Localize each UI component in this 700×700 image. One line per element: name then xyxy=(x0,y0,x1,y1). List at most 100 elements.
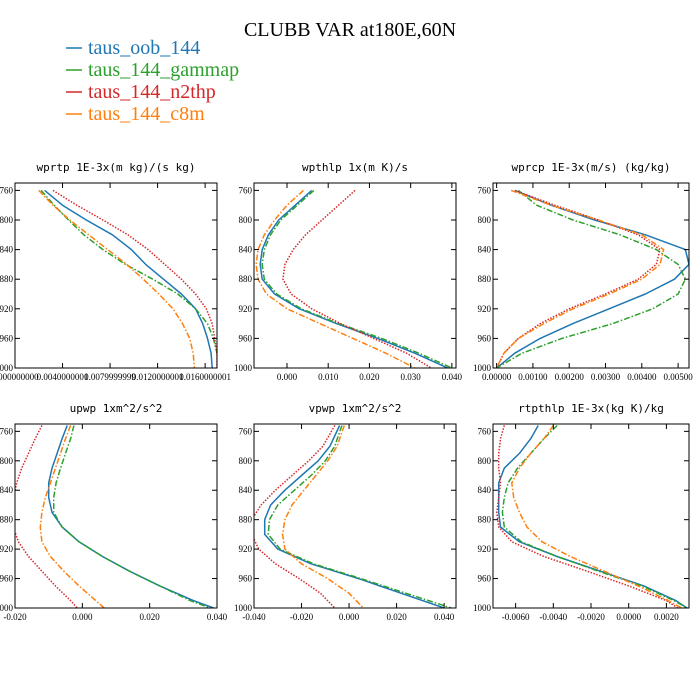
series-line xyxy=(39,425,105,608)
y-tick-label: 960 xyxy=(0,574,14,584)
series-line xyxy=(496,425,679,608)
x-tick-label: 0.0040000001 xyxy=(37,372,89,382)
x-tick-label: 0.0000 xyxy=(616,612,641,622)
x-tick-label: -0.040 xyxy=(242,612,266,622)
y-tick-label: 800 xyxy=(478,215,492,225)
series-group xyxy=(254,425,452,608)
y-tick-label: 760 xyxy=(0,185,14,195)
y-tick-label: 840 xyxy=(0,485,14,495)
legend-label: taus_144_gammap xyxy=(88,59,239,81)
x-tick-label: 0.010 xyxy=(318,372,339,382)
series-line xyxy=(38,189,196,368)
y-tick-label: 840 xyxy=(239,245,253,255)
y-tick-label: 1000 xyxy=(473,603,492,613)
series-line xyxy=(52,425,211,608)
panel: wprtp 1E-3x(m kg)/(s kg) 760 800 840 880 920 9… xyxy=(0,161,231,382)
panel: wprcp 1E-3x(m/s) (kg/kg) 760 800 840 880 920 9… xyxy=(473,161,693,382)
panels: wprtp 1E-3x(m kg)/(s kg) 760 800 840 880 920 9… xyxy=(0,161,693,622)
series-group xyxy=(495,189,689,368)
panel: upwp 1xm^2/s^2 760 800 840 880 920 960 1000-0.0… xyxy=(0,402,228,622)
y-tick-label: 920 xyxy=(239,544,253,554)
plot-frame xyxy=(492,182,690,369)
y-tick-label: 840 xyxy=(478,485,492,495)
y-tick-label: 880 xyxy=(0,515,14,525)
x-tick-label: 0.020 xyxy=(359,372,380,382)
y-tick-label: 880 xyxy=(239,274,253,284)
y-tick-label: 840 xyxy=(478,245,492,255)
series-line xyxy=(254,425,336,608)
y-tick-label: 920 xyxy=(478,304,492,314)
x-tick-label: 0.020 xyxy=(140,612,161,622)
x-tick-label: 0.000000000 xyxy=(0,372,39,382)
legend-item: taus_144_gammap xyxy=(66,59,239,81)
y-tick-label: 800 xyxy=(478,456,492,466)
y-tick-label: 800 xyxy=(239,456,253,466)
x-tick-label: 0.040 xyxy=(442,372,463,382)
x-tick-label: -0.020 xyxy=(3,612,27,622)
y-tick-label: 800 xyxy=(0,215,14,225)
series-line xyxy=(259,189,449,368)
x-tick-label: 0.0160000001 xyxy=(179,372,231,382)
legend-label: taus_oob_144 xyxy=(88,37,200,59)
plot-frame xyxy=(14,182,218,369)
panel: rtpthlp 1E-3x(kg K)/kg 760 800 840 880 920 960… xyxy=(473,402,690,622)
x-tick-label: 0.000 xyxy=(339,612,360,622)
y-tick-label: 1000 xyxy=(0,363,14,373)
x-tick-label: 0.00000 xyxy=(482,372,512,382)
x-tick-label: 0.020 xyxy=(386,612,407,622)
y-tick-label: 960 xyxy=(239,333,253,343)
series-line xyxy=(15,425,78,608)
series-line xyxy=(495,189,661,368)
y-tick-label: 920 xyxy=(478,544,492,554)
panel-title: rtpthlp 1E-3x(kg K)/kg xyxy=(518,402,664,415)
series-line xyxy=(44,189,213,368)
series-line xyxy=(496,189,687,368)
legend-item: taus_144_n2thp xyxy=(66,81,216,103)
x-tick-label: -0.020 xyxy=(290,612,314,622)
legend-item: taus_144_c8m xyxy=(66,103,205,125)
y-tick-label: 760 xyxy=(0,426,14,436)
panel-title: wprtp 1E-3x(m kg)/(s kg) xyxy=(37,161,196,174)
x-tick-label: 0.030 xyxy=(401,372,422,382)
y-tick-label: 800 xyxy=(239,215,253,225)
y-tick-label: 920 xyxy=(0,544,14,554)
y-tick-label: 1000 xyxy=(473,363,492,373)
panel: wpthlp 1x(m K)/s 760 800 840 880 920 960 1000 0.… xyxy=(234,161,463,382)
panel-title: wprcp 1E-3x(m/s) (kg/kg) xyxy=(512,161,671,174)
y-tick-label: 960 xyxy=(478,333,492,343)
y-tick-label: 880 xyxy=(0,274,14,284)
series-line xyxy=(282,189,432,368)
y-tick-label: 840 xyxy=(239,485,253,495)
x-tick-label: 0.0120000001 xyxy=(132,372,184,382)
y-tick-label: 760 xyxy=(239,185,253,195)
series-line xyxy=(267,425,452,608)
y-tick-label: 1000 xyxy=(0,603,14,613)
y-tick-label: 800 xyxy=(0,456,14,466)
y-tick-label: 880 xyxy=(478,274,492,284)
series-line xyxy=(495,189,665,368)
panel-title: wpthlp 1x(m K)/s xyxy=(302,161,408,174)
x-tick-label: 0.040 xyxy=(434,612,455,622)
series-group xyxy=(15,425,214,608)
plot-frame xyxy=(253,423,457,609)
plot-frame xyxy=(253,182,457,369)
x-tick-label: -0.0020 xyxy=(577,612,605,622)
y-tick-label: 760 xyxy=(239,426,253,436)
series-line xyxy=(261,189,453,368)
legend-label: taus_144_n2thp xyxy=(88,81,216,103)
legend: taus_oob_144 taus_144_gammap taus_144_n2… xyxy=(66,37,239,125)
legend-item: taus_oob_144 xyxy=(66,37,200,59)
y-tick-label: 960 xyxy=(0,333,14,343)
x-tick-label: 0.00500 xyxy=(663,372,693,382)
panel-title: vpwp 1xm^2/s^2 xyxy=(309,402,402,415)
x-tick-label: 0.000 xyxy=(277,372,298,382)
x-tick-label: 0.0079999999 xyxy=(84,372,136,382)
x-tick-label: 0.00100 xyxy=(518,372,548,382)
series-line xyxy=(496,189,689,368)
x-tick-label: 0.00200 xyxy=(555,372,585,382)
x-tick-label: 0.0020 xyxy=(654,612,679,622)
x-tick-label: 0.00400 xyxy=(627,372,657,382)
x-tick-label: 0.00300 xyxy=(591,372,621,382)
